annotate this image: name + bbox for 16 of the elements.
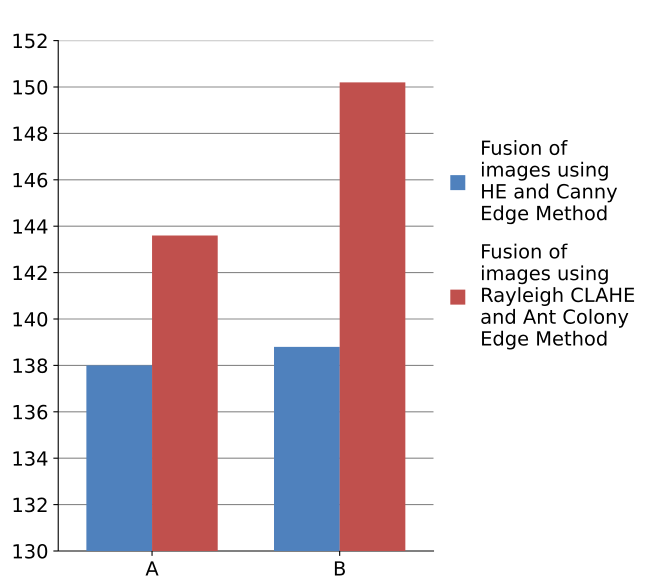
y-tick-label: 130 (14, 544, 48, 559)
y-tick-label: 148 (14, 126, 48, 142)
y-tick-label: 138 (14, 358, 48, 374)
x-tick-label: A (146, 561, 159, 576)
y-tick-label: 140 (14, 312, 48, 327)
y-tick-label: 132 (14, 498, 47, 512)
y-tick-label: 136 (14, 404, 48, 420)
y-tick-label: 142 (14, 266, 47, 280)
legend-label: Fusion of images using HE and Canny Edge Method (482, 140, 618, 224)
y-tick-label: 150 (14, 80, 48, 95)
legend-label: Fusion of images using Rayleigh CLAHE and Ant Colony Edge Method (481, 244, 634, 350)
y-tick-label: 146 (14, 172, 48, 188)
y-tick-label: 134 (14, 451, 48, 466)
y-tick-label: 152 (14, 34, 47, 48)
y-tick-label: 144 (14, 219, 48, 234)
x-tick-label: B (334, 561, 345, 576)
